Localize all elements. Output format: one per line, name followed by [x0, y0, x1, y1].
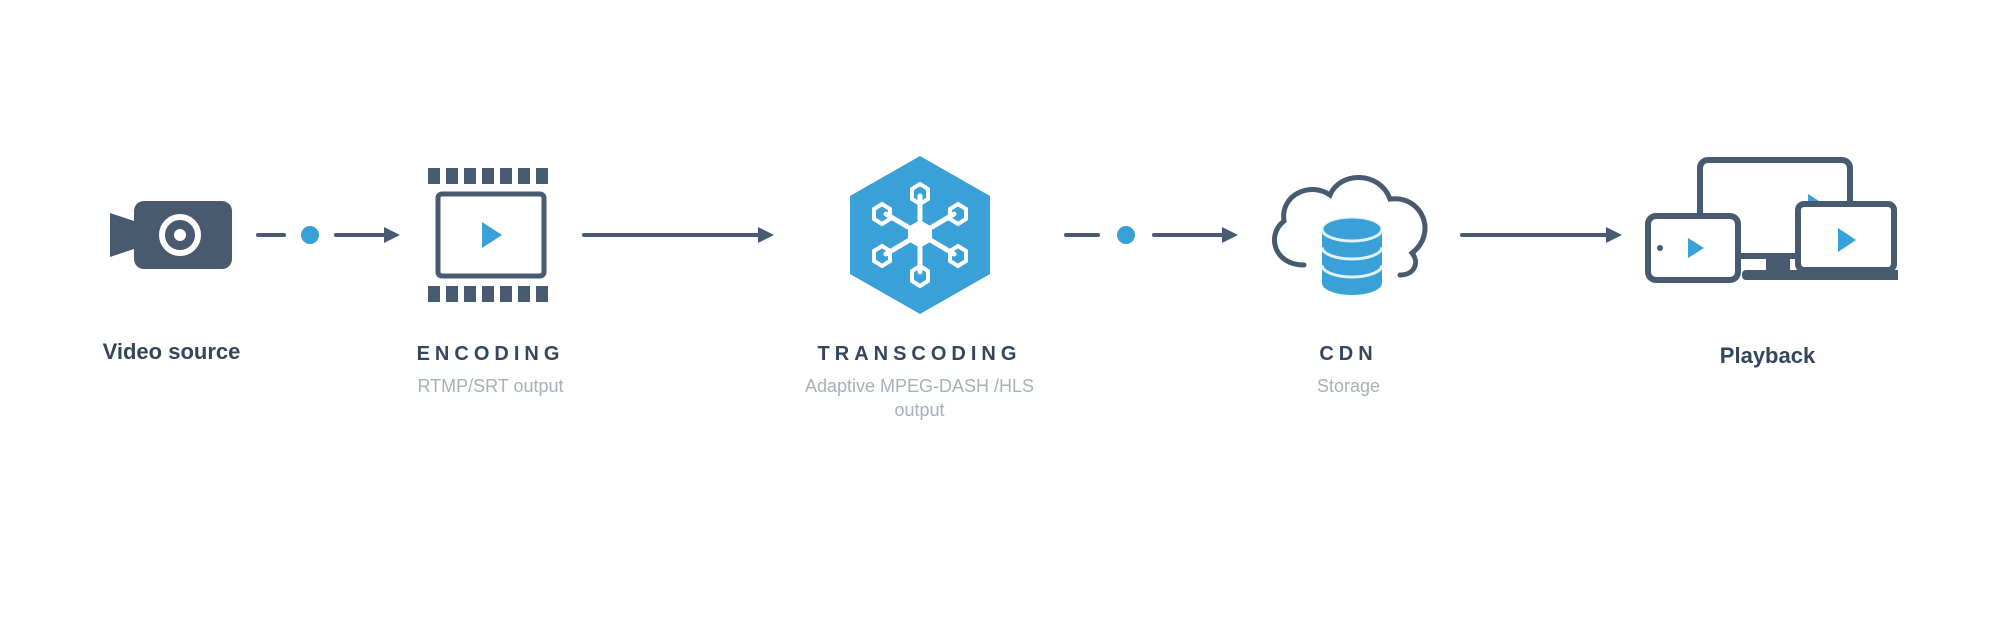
pipeline-row: Video source: [102, 155, 1898, 423]
playback-devices-icon: [1638, 155, 1898, 315]
connector-4: [1444, 155, 1638, 315]
stage-title: Video source: [103, 339, 241, 365]
stage-transcoding: TRANSCODING Adaptive MPEG-DASH /HLS outp…: [790, 155, 1050, 423]
stage-title: CDN: [1317, 343, 1380, 366]
connector-1: [242, 155, 416, 315]
connector-3: [1050, 155, 1254, 315]
connector-2: [566, 155, 790, 315]
stage-subtitle: RTMP/SRT output: [417, 374, 565, 398]
video-camera-icon: [102, 155, 242, 315]
stage-title: ENCODING: [417, 343, 565, 366]
stage-title: Playback: [1720, 343, 1815, 369]
cloud-storage-icon: [1254, 155, 1444, 315]
stage-video-source: Video source: [102, 155, 242, 365]
stage-cdn: CDN Storage: [1254, 155, 1444, 398]
stage-playback: Playback: [1638, 155, 1898, 369]
stage-subtitle: Storage: [1317, 374, 1380, 398]
encoder-film-icon: [416, 155, 566, 315]
transcoding-hex-icon: [840, 155, 1000, 315]
stage-subtitle: Adaptive MPEG-DASH /HLS output: [790, 374, 1050, 423]
video-pipeline-diagram: Video source: [0, 0, 1999, 624]
stage-encoding: ENCODING RTMP/SRT output: [416, 155, 566, 398]
stage-title: TRANSCODING: [790, 343, 1050, 366]
